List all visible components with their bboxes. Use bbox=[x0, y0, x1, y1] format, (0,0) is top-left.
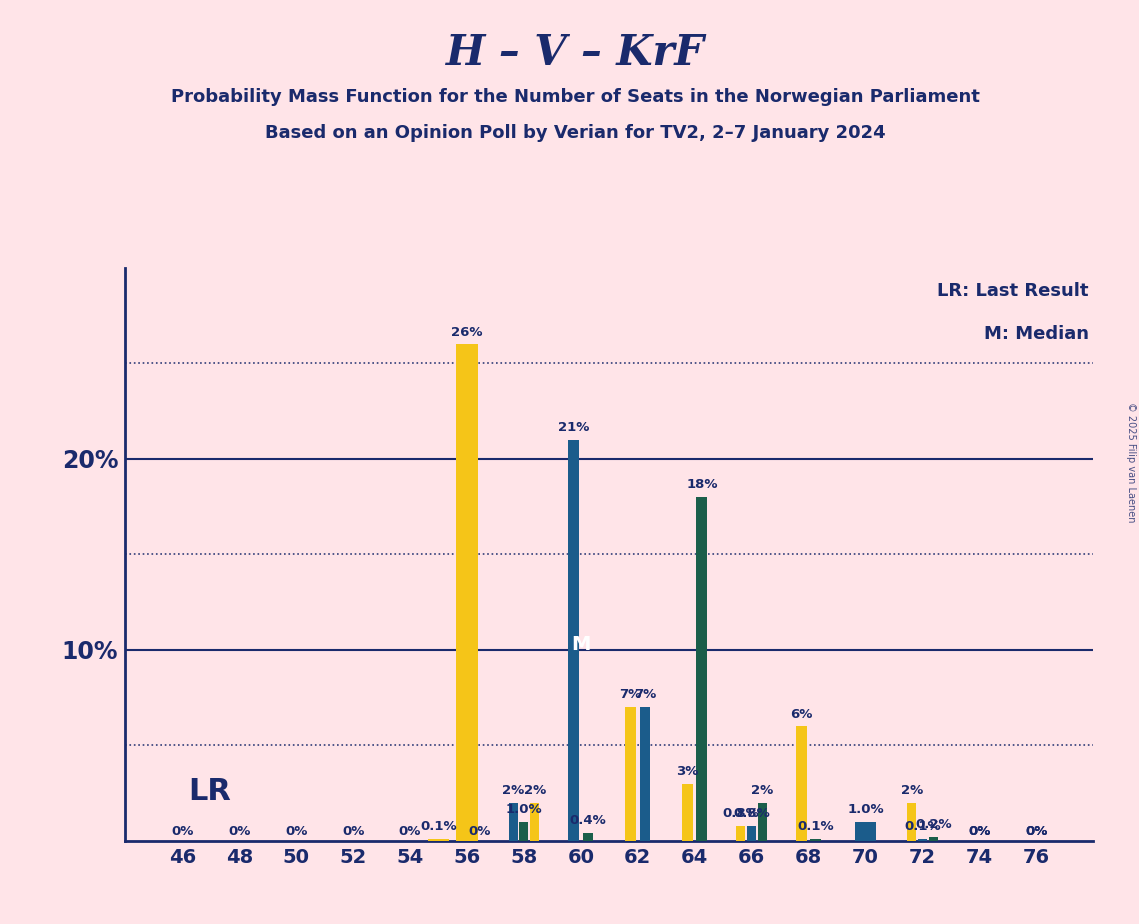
Text: 0%: 0% bbox=[399, 825, 421, 838]
Text: 2%: 2% bbox=[524, 784, 546, 796]
Bar bbox=[908, 803, 917, 841]
Bar bbox=[918, 839, 927, 841]
Text: 7%: 7% bbox=[620, 688, 642, 701]
Text: M: Median: M: Median bbox=[984, 325, 1089, 343]
Text: 21%: 21% bbox=[558, 421, 590, 434]
Bar bbox=[811, 839, 821, 841]
Bar bbox=[625, 707, 636, 841]
Text: 26%: 26% bbox=[451, 325, 483, 338]
Text: Probability Mass Function for the Number of Seats in the Norwegian Parliament: Probability Mass Function for the Number… bbox=[171, 88, 980, 105]
Bar bbox=[747, 825, 756, 841]
Text: 0.1%: 0.1% bbox=[797, 821, 834, 833]
Text: 18%: 18% bbox=[686, 479, 718, 492]
Text: 2%: 2% bbox=[502, 784, 524, 796]
Bar bbox=[759, 803, 767, 841]
Text: Based on an Opinion Poll by Verian for TV2, 2–7 January 2024: Based on an Opinion Poll by Verian for T… bbox=[265, 124, 885, 141]
Text: 0%: 0% bbox=[1025, 825, 1048, 838]
Text: 0%: 0% bbox=[285, 825, 308, 838]
Text: 3%: 3% bbox=[677, 765, 699, 778]
Text: H – V – KrF: H – V – KrF bbox=[445, 32, 705, 74]
Bar bbox=[457, 345, 477, 841]
Bar bbox=[855, 821, 876, 841]
Text: 0%: 0% bbox=[968, 825, 991, 838]
Text: © 2025 Filip van Laenen: © 2025 Filip van Laenen bbox=[1126, 402, 1136, 522]
Text: 1.0%: 1.0% bbox=[847, 803, 884, 816]
Bar bbox=[796, 726, 806, 841]
Text: 0%: 0% bbox=[171, 825, 194, 838]
Text: 0%: 0% bbox=[228, 825, 251, 838]
Bar bbox=[519, 821, 528, 841]
Bar bbox=[696, 497, 707, 841]
Text: 0.1%: 0.1% bbox=[420, 821, 457, 833]
Text: 7%: 7% bbox=[633, 688, 656, 701]
Text: LR: LR bbox=[188, 777, 231, 806]
Text: 0%: 0% bbox=[968, 825, 991, 838]
Text: LR: Last Result: LR: Last Result bbox=[937, 283, 1089, 300]
Bar bbox=[928, 837, 937, 841]
Bar bbox=[640, 707, 650, 841]
Bar bbox=[530, 803, 539, 841]
Text: 2%: 2% bbox=[901, 784, 923, 796]
Text: M: M bbox=[571, 635, 591, 653]
Bar bbox=[583, 833, 593, 841]
Text: 0%: 0% bbox=[342, 825, 364, 838]
Text: 1.0%: 1.0% bbox=[506, 803, 542, 816]
Bar bbox=[428, 839, 449, 841]
Text: 0.8%: 0.8% bbox=[722, 807, 760, 820]
Text: 0%: 0% bbox=[1025, 825, 1048, 838]
Text: 2%: 2% bbox=[752, 784, 773, 796]
Bar bbox=[682, 784, 693, 841]
Text: 6%: 6% bbox=[790, 708, 813, 721]
Text: 0.8%: 0.8% bbox=[734, 807, 770, 820]
Text: 0%: 0% bbox=[468, 825, 491, 838]
Text: 0.2%: 0.2% bbox=[915, 819, 952, 832]
Text: 0.4%: 0.4% bbox=[570, 814, 606, 828]
Text: 0.1%: 0.1% bbox=[904, 821, 941, 833]
Bar bbox=[737, 825, 745, 841]
Bar bbox=[508, 803, 517, 841]
Bar bbox=[568, 440, 580, 841]
